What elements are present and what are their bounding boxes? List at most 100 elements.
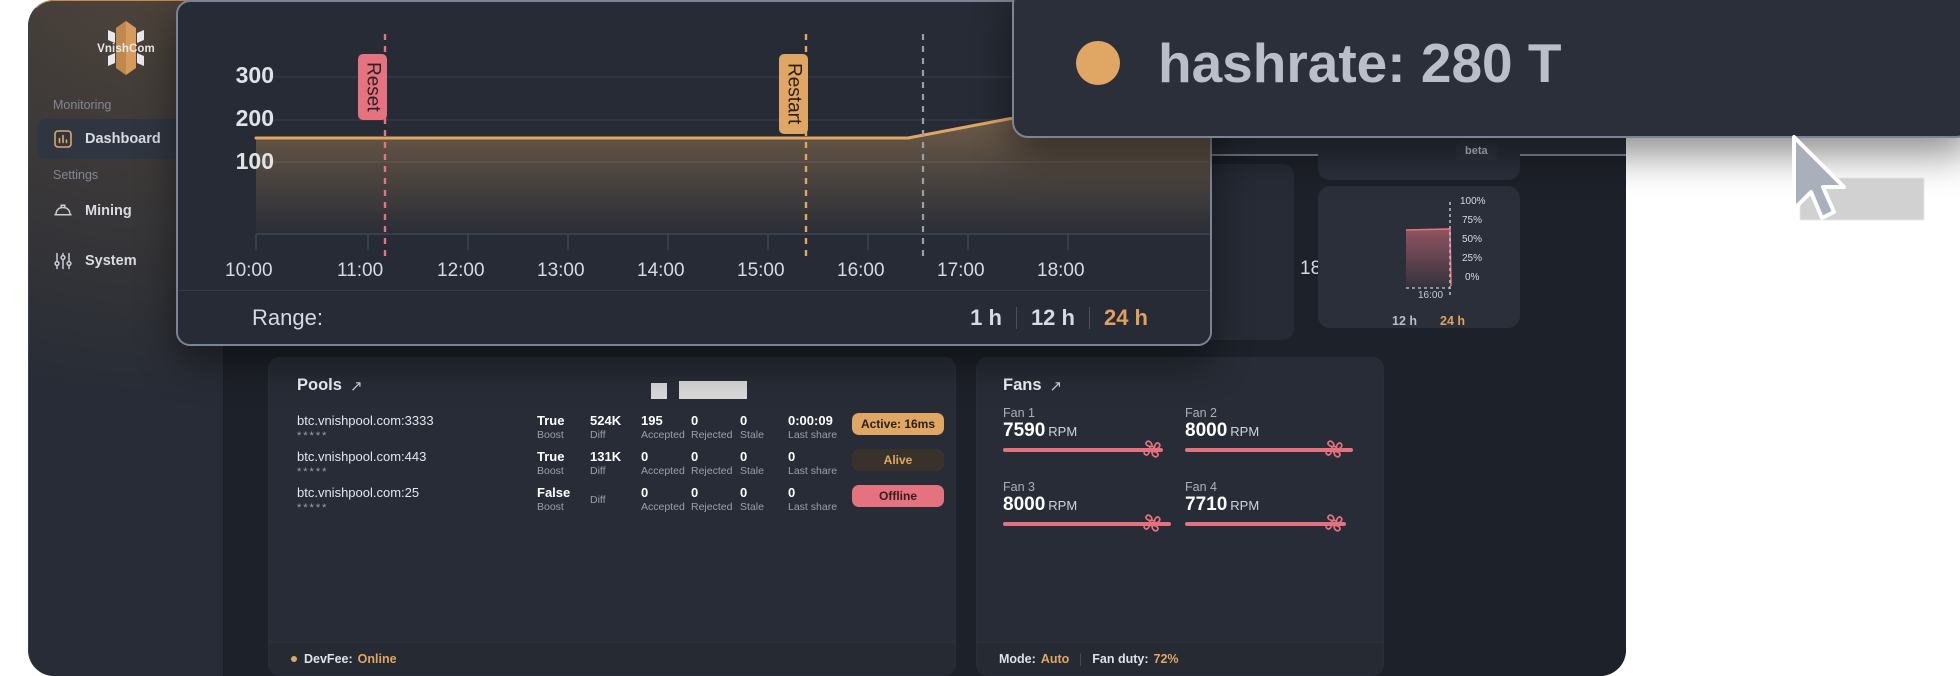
range-option-1h[interactable]: 1 h — [970, 304, 1002, 330]
fans-title-label: Fans — [1003, 376, 1042, 394]
range-option-24h[interactable]: 24 h — [1103, 304, 1148, 330]
bg-range-24h[interactable]: 24 h — [1440, 314, 1466, 328]
sidebar-item-system[interactable]: System — [37, 241, 217, 281]
fan-blade-icon — [1321, 510, 1347, 536]
fan-cell-4: Fan 4 7710 RPM — [1185, 480, 1353, 532]
table-row[interactable]: btc.vnishpool.com:443 ***** True Boost 1… — [269, 449, 955, 501]
sliders-icon — [53, 251, 73, 271]
pool-accepted-value: 0 — [641, 485, 649, 500]
pool-lastshare-label: Last share — [788, 465, 838, 477]
fan-value: 7710 — [1185, 494, 1228, 515]
fan-unit: RPM — [1048, 424, 1078, 439]
mini-y-100: 100% — [1460, 196, 1486, 207]
range-label: Range: — [252, 304, 323, 330]
fan-bar — [1185, 448, 1353, 452]
arrow-up-right-icon[interactable]: ↗ — [349, 377, 363, 395]
pool-boost-label: Boost — [537, 429, 564, 441]
chart-xtick-1100: 11:00 — [337, 260, 384, 281]
status-badge[interactable]: Alive — [852, 449, 944, 471]
pool-accepted-label: Accepted — [641, 465, 685, 477]
mini-y-50: 50% — [1462, 234, 1483, 245]
status-badge[interactable]: Offline — [852, 485, 944, 507]
mini-y-25: 25% — [1462, 253, 1483, 264]
chart-xtick-1800: 18:00 — [1037, 260, 1085, 281]
range-selector-bar: Range: 1 h 12 h 24 h — [178, 290, 1210, 344]
pool-stale-label: Stale — [740, 501, 764, 513]
annotation-tag-restart[interactable]: Restart — [779, 54, 808, 134]
pool-boost-label: Boost — [537, 501, 564, 513]
pool-stale-value: 0 — [740, 485, 748, 500]
brand-name: VnishCom — [97, 43, 155, 55]
sidebar-item-mining[interactable]: Mining — [37, 191, 217, 231]
pool-accepted-value: 0 — [641, 449, 649, 464]
sidebar-item-dashboard-label: Dashboard — [85, 131, 161, 147]
pools-panel: Pools ↗ btc.vnishpool.com:3333 ***** Tru… — [268, 357, 956, 676]
hardhat-icon — [53, 201, 73, 221]
pool-rejected-label: Rejected — [691, 501, 733, 513]
fan-value: 8000 — [1003, 494, 1046, 515]
table-row[interactable]: btc.vnishpool.com:3333 ***** True Boost … — [269, 413, 955, 465]
pool-stale-value: 0 — [740, 449, 748, 464]
chart-xtick-1200: 12:00 — [437, 260, 485, 281]
pool-lastshare-value: 0 — [788, 485, 796, 500]
pool-rejected-value: 0 — [691, 449, 699, 464]
fan-mode-label: Mode: — [999, 652, 1036, 666]
status-badge[interactable]: Active: 16ms — [852, 413, 944, 435]
pool-rejected-value: 0 — [691, 485, 699, 500]
mini-y-75: 75% — [1462, 215, 1483, 226]
chart-xtick-1700: 17:00 — [937, 260, 985, 281]
pool-password: ***** — [297, 430, 329, 442]
fan-label: Fan 3 — [1003, 480, 1035, 494]
chart-ytick-300: 300 — [235, 62, 274, 88]
fan-duty-label: Fan duty: — [1092, 652, 1149, 666]
table-row[interactable]: btc.vnishpool.com:25 ***** False Boost D… — [269, 485, 955, 537]
arrow-up-right-icon[interactable]: ↗ — [1049, 377, 1063, 395]
pool-boost-label: Boost — [537, 465, 564, 477]
pool-accepted-label: Accepted — [641, 501, 685, 513]
fan-label: Fan 4 — [1185, 480, 1217, 494]
status-dot-icon — [291, 656, 297, 662]
pools-footer: DevFee: Online — [269, 642, 955, 675]
pools-panel-title: Pools ↗ — [297, 376, 363, 395]
pool-boost-value: False — [537, 485, 571, 500]
pool-diff-label: Diff — [590, 465, 606, 477]
pool-stale-label: Stale — [740, 465, 764, 477]
bg-range-12h[interactable]: 12 h — [1392, 314, 1418, 328]
fans-panel: Fans ↗ Fan 1 7590 RPM — [976, 357, 1384, 676]
chart-plot-area: 300 200 100 Reset Restart 10:00 11:00 12… — [178, 2, 1210, 294]
fan-bar — [1003, 522, 1171, 526]
fan-label: Fan 2 — [1185, 406, 1217, 420]
pool-accepted-label: Accepted — [641, 429, 685, 441]
pool-lastshare-label: Last share — [788, 429, 838, 441]
selection-checkbox-artifact — [651, 383, 667, 399]
pool-diff-value: 524K — [590, 413, 622, 428]
fan-value: 8000 — [1185, 420, 1228, 441]
annotation-tag-reset[interactable]: Reset — [358, 54, 387, 120]
fan-cell-1: Fan 1 7590 RPM — [1003, 406, 1171, 458]
pool-lastshare-label: Last share — [788, 501, 838, 513]
mini-chart-plot — [1405, 202, 1452, 296]
pool-boost-value: True — [537, 449, 565, 464]
chart-xtick-1300: 13:00 — [537, 260, 585, 281]
pool-url: btc.vnishpool.com:3333 — [297, 413, 434, 428]
fan-cell-2: Fan 2 8000 RPM — [1185, 406, 1353, 458]
pool-url: btc.vnishpool.com:25 — [297, 485, 420, 500]
fan-mode-value: Auto — [1040, 652, 1070, 666]
fan-blade-icon — [1139, 510, 1165, 536]
pool-password: ***** — [297, 466, 329, 478]
selection-highlight-artifact — [679, 381, 747, 399]
chart-ytick-200: 200 — [235, 105, 274, 131]
pool-rejected-label: Rejected — [691, 465, 733, 477]
fan-unit: RPM — [1230, 498, 1260, 513]
pool-url: btc.vnishpool.com:443 — [297, 449, 427, 464]
range-option-12h[interactable]: 12 h — [1030, 304, 1075, 330]
beta-badge: beta — [1456, 142, 1497, 160]
zoomed-chart-tooltip-overlay: hashrate: 280 T — [1012, 0, 1960, 138]
pool-stale-value: 0 — [740, 413, 748, 428]
series-color-dot-icon — [1076, 41, 1120, 85]
chart-xtick-1400: 14:00 — [637, 260, 685, 281]
sidebar-item-system-label: System — [85, 253, 137, 269]
chart-xtick-1600: 16:00 — [837, 260, 885, 281]
fan-label: Fan 1 — [1003, 406, 1035, 420]
pool-rejected-value: 0 — [691, 413, 699, 428]
